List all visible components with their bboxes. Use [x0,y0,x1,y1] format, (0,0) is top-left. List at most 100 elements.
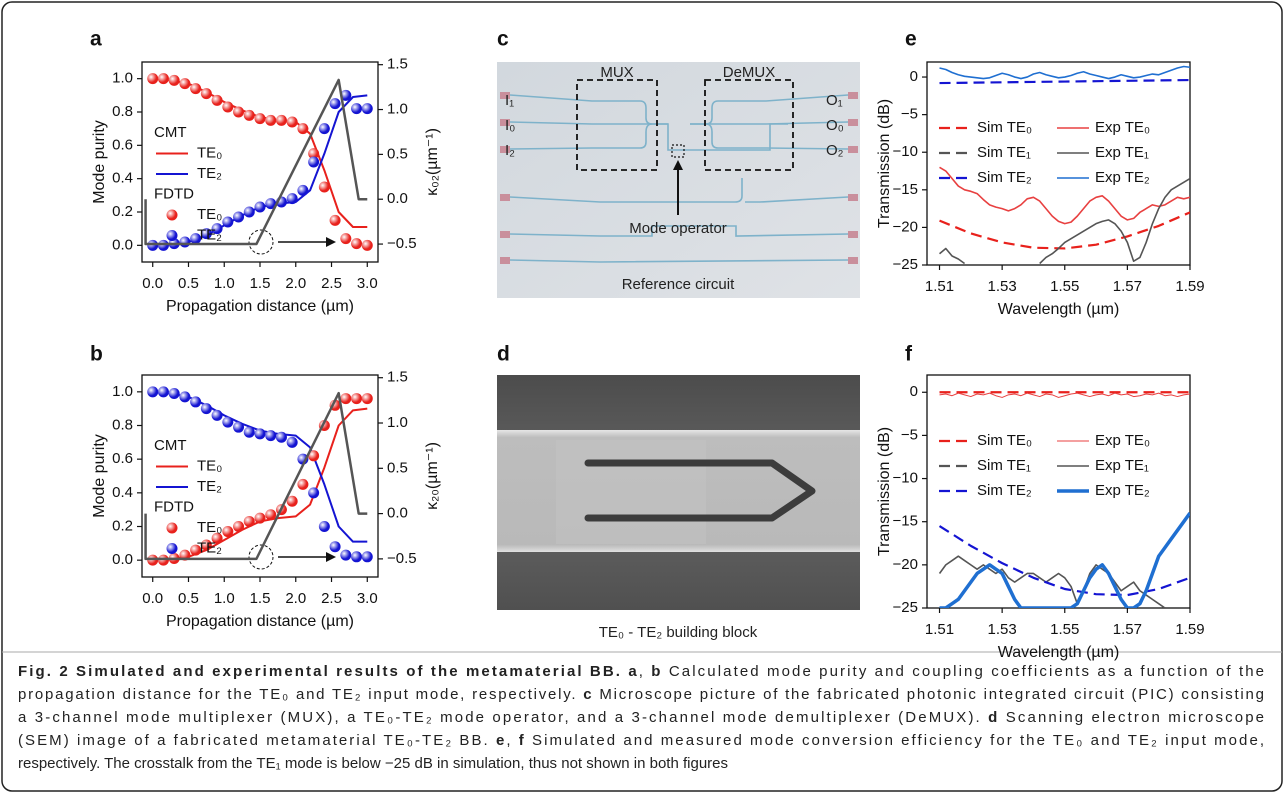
data-point [265,430,277,442]
legend-title: CMT [154,124,187,141]
legend-label: TE₂ [197,478,222,495]
data-point [286,436,298,448]
port-label: O₂ [826,142,844,159]
data-point [254,512,266,524]
caption-text: Fig. 2 Simulated and experimental result… [18,663,637,680]
legend-title: CMT [154,437,187,454]
data-point [286,495,298,507]
caption-line: propagation distance for the TE₀ and TE₂… [18,686,1264,703]
data-point [318,181,330,193]
caption-line: respectively. The crosstalk from the TE₁… [18,755,728,772]
y-tick-label: −10 [893,143,918,160]
y-tick-label: −5 [901,426,918,443]
x-axis-label: Propagation distance (µm) [166,298,354,315]
x-tick-label: 0.5 [178,590,199,607]
data-point [243,206,255,218]
legend-label: TE₂ [197,165,222,182]
x-tick-label: 1.59 [1175,278,1204,295]
data-point [340,89,352,101]
caption-text: respectively. The crosstalk from the TE₁… [18,755,728,772]
x-tick-label: 1.55 [1050,621,1079,638]
data-point [297,478,309,490]
data-point [265,198,277,210]
port-label: O₀ [826,117,844,134]
data-line [939,65,1190,80]
data-point [254,201,266,213]
plot-frame [141,61,379,263]
annotation-circle [248,544,274,570]
data-point [168,388,180,400]
x-tick-label: 1.59 [1175,621,1204,638]
data-point [179,78,191,90]
x-axis-label: Propagation distance (µm) [166,613,354,630]
data-point [308,450,320,462]
data-point [222,216,234,228]
legend-title: FDTD [154,185,194,202]
data-point [308,156,320,168]
x-tick-label: 1.55 [1050,278,1079,295]
demux-label: DeMUX [723,64,776,81]
legend-title: FDTD [154,498,194,515]
y-tick-label: 0.2 [112,517,133,534]
data-point [361,103,373,115]
caption-text: a 3-channel mode multiplexer (MUX), a TE… [18,709,986,726]
y-tick-label: 0.8 [112,103,133,120]
data-point [222,526,234,538]
data-point [211,223,223,235]
x-tick-label: 2.0 [285,275,306,292]
y-tick-label: −15 [893,513,918,530]
data-point [361,393,373,405]
x-tick-label: 3.0 [357,275,378,292]
y-tick-label: 1.0 [112,383,133,400]
caption-text: Calculated mode purity and coupling coef… [663,663,1264,680]
data-line [939,211,1190,250]
y2-tick-label: 0.5 [387,145,408,162]
data-point [157,554,169,566]
caption-text: Microscope picture of the fabricated pho… [593,686,1264,703]
port-label: O₁ [826,92,843,109]
data-point [190,544,202,556]
data-point [233,421,245,433]
legend-label: TE₀ [197,206,222,223]
data-point [147,73,159,85]
data-point [340,393,352,405]
y2-tick-label: 1.0 [387,101,408,118]
data-point [265,509,277,521]
y-tick-label: 0.0 [112,236,133,253]
caption-text: Simulated and measured mode conversion e… [526,732,1264,749]
legend-label: Exp TE₀ [1095,432,1150,449]
x-tick-label: 1.57 [1113,621,1142,638]
data-point [200,228,212,240]
panel-label: e [905,28,917,51]
y-tick-label: −10 [893,470,918,487]
y2-tick-label: 0.5 [387,459,408,476]
y-tick-label: 0.4 [112,484,133,501]
panel-label: c [497,28,509,51]
y2-tick-label: −0.5 [387,235,417,252]
data-point [308,487,320,499]
y2-tick-label: 1.0 [387,414,408,431]
data-point [340,549,352,561]
legend-label: Exp TE₂ [1095,169,1150,186]
plot-area [144,386,373,566]
data-point [265,114,277,126]
data-line [938,525,1190,597]
x-tick-label: 2.5 [321,275,342,292]
data-line [939,512,1190,608]
data-line [939,392,1190,398]
data-point [211,94,223,106]
plot-frame [141,374,379,578]
data-point [157,386,169,398]
y-tick-label: −25 [893,256,918,273]
caption-text: propagation distance for the TE₀ and TE₂… [18,686,582,703]
data-point [351,551,363,563]
data-point [254,113,266,125]
x-tick-label: 1.51 [925,621,954,638]
y-tick-label: 0.8 [112,416,133,433]
legend-label: Sim TE₂ [977,169,1032,186]
port-label: I₂ [505,142,515,159]
caption-line: a 3-channel mode multiplexer (MUX), a TE… [18,709,1264,726]
data-line [939,78,1190,85]
x-tick-label: 2.0 [285,590,306,607]
